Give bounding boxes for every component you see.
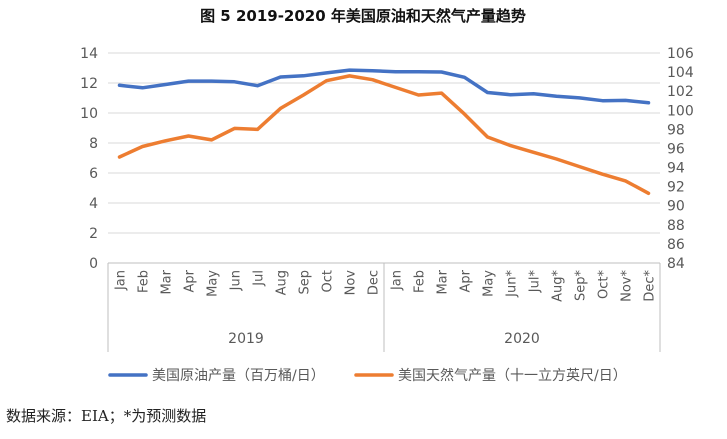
y-right-tick-label: 94 — [667, 161, 685, 177]
y-right-tick-label: 106 — [667, 46, 694, 62]
chart-title: 图 5 2019-2020 年美国原油和天然气产量趋势 — [200, 7, 526, 25]
x-tick-label: Apr — [183, 269, 198, 292]
source-note: 数据来源：EIA；*为预测数据 — [6, 407, 207, 425]
x-tick-label: Oct — [321, 270, 336, 292]
y-left-tick-label: 6 — [89, 166, 98, 182]
y-left-tick-label: 10 — [80, 106, 98, 122]
y-left-tick-label: 0 — [89, 256, 98, 272]
x-tick-label: Dec* — [643, 270, 658, 302]
x-group-label: 2020 — [504, 331, 540, 347]
series-line-natural-gas — [117, 74, 651, 196]
x-tick-label: Dec — [367, 270, 382, 295]
legend-label: 美国原油产量（百万桶/日） — [152, 368, 325, 384]
x-tick-label: Nov — [344, 270, 359, 296]
x-tick-label: Jan — [114, 270, 129, 291]
y-left-tick-label: 12 — [80, 76, 98, 92]
x-tick-label: Jun — [229, 270, 244, 291]
y-left-tick-label: 2 — [89, 226, 98, 242]
y-left-tick-label: 4 — [89, 196, 98, 212]
x-tick-label: Jan — [390, 270, 405, 291]
legend-label: 美国天然气产量（十一立方英尺/日） — [398, 367, 627, 384]
y-right-tick-label: 100 — [667, 103, 694, 119]
x-tick-label: Apr — [459, 269, 474, 292]
y-right-tick-label: 98 — [667, 122, 685, 138]
y-right-tick-label: 86 — [667, 237, 685, 253]
y-right-tick-label: 84 — [667, 256, 685, 272]
x-tick-label: Oct* — [597, 270, 612, 299]
x-group-label: 2019 — [228, 331, 264, 347]
y-left-tick-label: 8 — [89, 136, 98, 152]
x-tick-label: Mar — [436, 269, 451, 294]
x-tick-label: Feb — [137, 270, 152, 293]
x-tick-label: Nov* — [620, 270, 635, 302]
x-tick-label: May — [482, 270, 497, 297]
x-tick-label: Jun* — [505, 270, 520, 298]
x-tick-label: Mar — [160, 269, 175, 294]
x-tick-label: Aug* — [551, 270, 566, 302]
x-tick-label: Aug — [275, 270, 290, 295]
y-right-tick-label: 96 — [667, 141, 685, 157]
y-right-tick-label: 88 — [667, 218, 685, 234]
x-tick-label: Feb — [413, 270, 428, 293]
y-right-tick-label: 104 — [667, 65, 694, 81]
x-tick-label: Jul* — [528, 270, 543, 294]
y-left-tick-label: 14 — [80, 46, 98, 62]
x-tick-label: Sep — [298, 270, 313, 295]
x-tick-label: Sep* — [574, 270, 589, 302]
x-tick-label: May — [206, 270, 221, 297]
series-line-crude-oil — [117, 68, 651, 105]
y-right-tick-label: 90 — [667, 199, 685, 215]
x-tick-label: Jul — [252, 270, 267, 287]
y-right-tick-label: 102 — [667, 84, 694, 100]
y-right-tick-label: 92 — [667, 180, 685, 196]
